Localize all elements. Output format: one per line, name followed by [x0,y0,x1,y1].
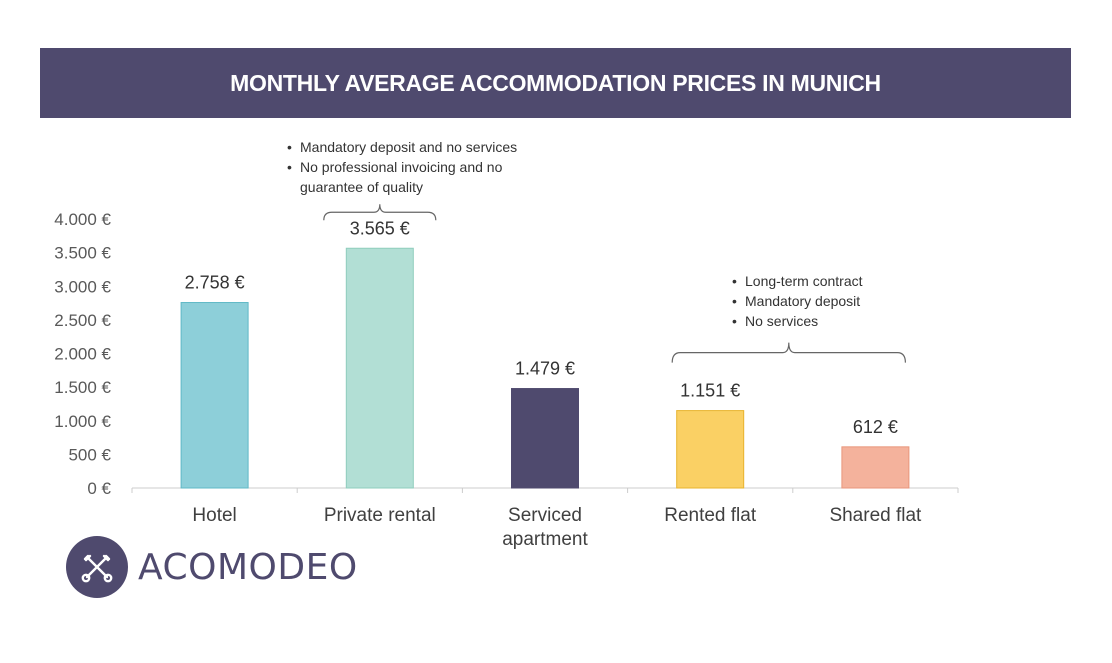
annotation-bracket [671,342,906,363]
y-tick-label: 2.500 € [54,311,111,330]
note-item: Long-term contract [729,271,929,291]
data-label: 1.151 € [680,381,740,401]
bar [511,388,579,489]
y-tick-label: 0 € [87,479,111,498]
data-label: 3.565 € [350,218,410,238]
y-tick-label: 1.500 € [54,378,111,397]
note-item: Mandatory deposit and no services [284,137,554,157]
acomodeo-logo: ACOMODEO [66,536,358,598]
private-rental-note: Mandatory deposit and no services No pro… [284,137,554,197]
y-tick-label: 3.500 € [54,244,111,263]
note-item: No professional invoicing and no guarant… [284,157,525,197]
note-item: No services [729,311,929,331]
y-tick-label: 3.000 € [54,277,111,296]
y-tick-label: 2.000 € [54,345,111,364]
note-item: Mandatory deposit [729,291,929,311]
data-label: 2.758 € [185,273,245,293]
bar [345,247,414,489]
y-tick-label: 1.000 € [54,412,111,431]
x-tick-label: Rented flat [664,505,757,526]
x-tick-label: Serviced [508,505,582,526]
y-tick-label: 500 € [68,445,111,464]
y-tick-label: 4.000 € [54,210,111,229]
x-tick-label: apartment [502,529,588,550]
flats-note: Long-term contract Mandatory deposit No … [729,271,929,331]
data-label: 612 € [853,417,898,437]
bar [676,410,745,489]
x-tick-label: Private rental [324,505,436,526]
title-banner: MONTHLY AVERAGE ACCOMMODATION PRICES IN … [40,48,1071,118]
page-title: MONTHLY AVERAGE ACCOMMODATION PRICES IN … [230,69,881,96]
data-label: 1.479 € [515,359,575,379]
x-tick-label: Shared flat [829,505,922,526]
bar [841,446,910,489]
bar [180,302,249,489]
crossed-keys-icon [66,536,128,598]
logo-wordmark: ACOMODEO [138,546,358,588]
x-tick-label: Hotel [192,505,236,526]
annotation-bracket [323,204,437,221]
